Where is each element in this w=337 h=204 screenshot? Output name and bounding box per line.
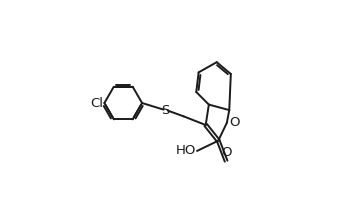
Text: S: S <box>161 104 170 117</box>
Text: O: O <box>221 146 232 159</box>
Text: Cl: Cl <box>90 96 103 110</box>
Text: HO: HO <box>176 144 196 157</box>
Text: O: O <box>230 116 240 129</box>
